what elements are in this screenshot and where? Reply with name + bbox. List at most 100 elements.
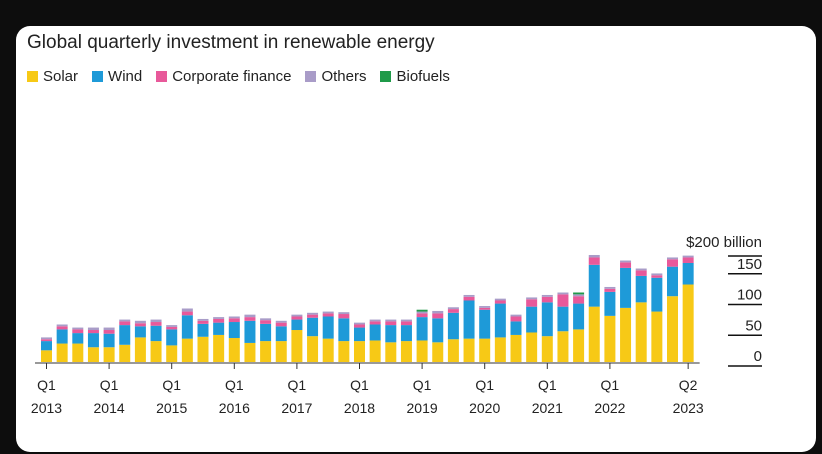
bar-segment-corporate-finance (667, 259, 678, 267)
bar-segment-solar (588, 306, 600, 362)
legend-swatch (380, 71, 392, 82)
bar-segment-solar (432, 342, 444, 362)
bar-segment-solar (494, 337, 506, 362)
bar-segment-corporate-finance (463, 296, 475, 301)
bar-segment-solar (557, 331, 569, 362)
x-tick-quarter: Q1 (601, 377, 620, 393)
bar-segment-corporate-finance (197, 320, 209, 324)
bar-segment-solar (41, 350, 52, 362)
bar-segment-wind (385, 325, 397, 343)
legend-item-corporate-finance: Corporate finance (156, 68, 291, 85)
bar-segment-wind (432, 318, 444, 343)
bar-segment-corporate-finance (635, 270, 647, 276)
bar-segment-corporate-finance (416, 313, 428, 318)
bar-segment-wind (447, 312, 459, 340)
legend-item-biofuels: Biofuels (380, 68, 450, 85)
bar-segment-wind (103, 333, 115, 348)
bar-segment-solar (667, 296, 678, 362)
bar-segment-others (479, 306, 491, 308)
bar-segment-others (338, 312, 350, 315)
bar-segment-others (213, 317, 225, 319)
bar-segment-corporate-finance (119, 321, 131, 326)
bar-segment-others (463, 294, 475, 297)
bar-segment-wind (228, 322, 240, 339)
bar-segment-solar (385, 342, 397, 362)
bar-segment-solar (651, 311, 663, 362)
bar-segment-wind (635, 275, 647, 303)
x-tick-quarter: Q1 (538, 377, 557, 393)
bar-segment-others (41, 337, 52, 340)
bar-segment-others (119, 319, 131, 322)
bar-segment-corporate-finance (150, 322, 162, 326)
bar-segment-others (588, 254, 600, 258)
bar-segment-corporate-finance (620, 262, 632, 268)
bar-segment-solar (369, 340, 381, 362)
bar-segment-wind (588, 264, 600, 307)
bar-segment-solar (244, 342, 256, 362)
bar-segment-solar (479, 338, 491, 362)
bar-segment-others (385, 319, 397, 322)
bar-segment-biofuels (416, 309, 428, 312)
x-tick-year: 2017 (281, 400, 312, 416)
y-tick-label: 150 (737, 256, 762, 273)
bar-segment-others (103, 327, 115, 331)
bar-segment-others (307, 312, 319, 315)
bar-segment-others (541, 294, 553, 297)
bar-segment-corporate-finance (369, 321, 381, 325)
y-tick-label: 50 (745, 317, 762, 334)
bar-segment-wind (369, 324, 381, 341)
legend-item-wind: Wind (92, 68, 142, 85)
x-tick-quarter: Q1 (475, 377, 494, 393)
bar-segment-solar (275, 341, 287, 362)
bar-segment-solar (573, 329, 585, 362)
bar-segment-wind (510, 321, 522, 335)
bar-segment-solar (197, 336, 209, 362)
bar-segment-solar (166, 345, 178, 362)
bar-segment-wind (166, 329, 178, 346)
bar-segment-wind (354, 327, 365, 342)
bar-segment-corporate-finance (322, 313, 334, 317)
bar-segment-corporate-finance (385, 321, 397, 326)
bar-segment-corporate-finance (400, 321, 412, 326)
bar-segment-wind (134, 326, 146, 338)
bar-segment-others (181, 308, 193, 312)
x-tick-year: 2021 (532, 400, 563, 416)
bar-segment-wind (667, 266, 678, 297)
bar-segment-corporate-finance (213, 318, 225, 323)
bar-segment-others (682, 255, 694, 258)
bar-segment-others (56, 324, 68, 327)
bar-segment-corporate-finance (447, 309, 459, 313)
bar-segment-solar (604, 315, 616, 362)
bar-segment-solar (307, 336, 319, 362)
bar-segment-wind (150, 325, 162, 342)
bar-segment-others (166, 325, 178, 327)
bar-segment-wind (275, 326, 287, 342)
x-tick-year: 2015 (156, 400, 187, 416)
chart-card: Global quarterly investment in renewable… (16, 26, 816, 452)
bar-segment-corporate-finance (134, 323, 146, 327)
bar-segment-corporate-finance (432, 313, 444, 319)
bar-segment-corporate-finance (557, 294, 569, 307)
bar-segment-corporate-finance (510, 316, 522, 322)
legend-swatch (305, 71, 317, 82)
bar-segment-wind (651, 277, 663, 312)
x-tick-quarter: Q1 (413, 377, 432, 393)
chart-title: Global quarterly investment in renewable… (27, 32, 435, 53)
bar-segment-solar (510, 334, 522, 362)
bar-segment-corporate-finance (526, 299, 538, 307)
bar-segment-corporate-finance (651, 275, 663, 278)
bar-segment-wind (87, 333, 99, 348)
bar-segment-corporate-finance (260, 320, 272, 324)
bar-segment-wind (119, 325, 131, 345)
legend-swatch (92, 71, 104, 82)
bar-segment-others (150, 319, 162, 323)
bar-segment-others (494, 298, 506, 301)
bar-segment-solar (72, 343, 84, 362)
bar-segment-solar (56, 343, 68, 362)
legend-label: Others (321, 68, 367, 85)
bar-segment-others (244, 314, 256, 318)
bar-segment-wind (291, 319, 303, 331)
bar-segment-others (275, 320, 287, 323)
bar-segment-corporate-finance (541, 296, 553, 303)
x-tick-year: 2022 (594, 400, 625, 416)
